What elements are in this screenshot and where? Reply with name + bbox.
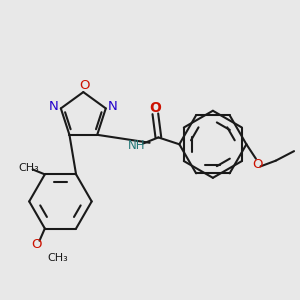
Text: CH₃: CH₃ xyxy=(47,253,68,263)
Text: NH: NH xyxy=(128,139,145,152)
Text: O: O xyxy=(149,101,161,116)
Text: N: N xyxy=(108,100,118,113)
Text: O: O xyxy=(31,238,42,251)
Text: O: O xyxy=(253,158,263,171)
Text: CH₃: CH₃ xyxy=(18,163,39,172)
Text: O: O xyxy=(79,80,89,92)
Text: N: N xyxy=(49,100,59,113)
